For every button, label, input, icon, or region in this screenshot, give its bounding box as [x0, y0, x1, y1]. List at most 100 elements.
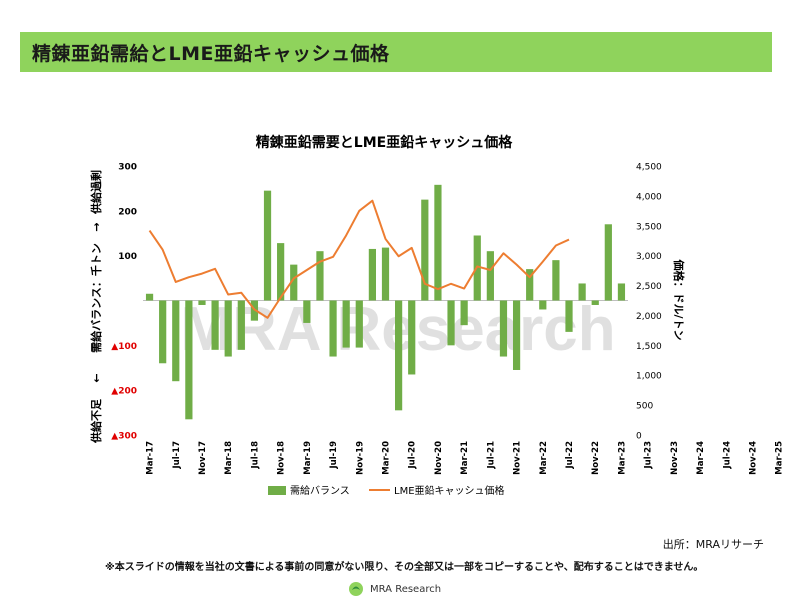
source-text: 出所：MRAリサーチ — [662, 538, 764, 551]
page-title: 精錬亜鉛需給とLME亜鉛キャッシュ価格 — [32, 42, 390, 65]
legend-bar-label: 需給バランス — [290, 484, 350, 497]
balance-bar — [237, 300, 245, 350]
balance-bar — [185, 300, 193, 420]
legend-bar-swatch — [268, 486, 286, 495]
balance-bar — [198, 300, 206, 305]
x-tick-label: Nov-22 — [591, 441, 601, 475]
balance-bar — [421, 199, 429, 301]
balance-bar — [159, 300, 167, 364]
balance-bar — [329, 300, 337, 357]
balance-bar — [303, 300, 311, 323]
left-axis-label-arrow-up: → — [90, 222, 103, 231]
right-axis-ticks: 4,500 4,000 3,500 3,000 2,500 2,000 1,500 1,000… — [636, 163, 662, 442]
price-line — [148, 199, 570, 319]
right-tick-label: 4,000 — [636, 192, 662, 202]
x-tick-label: Jul-20 — [408, 441, 418, 470]
balance-bar — [565, 300, 573, 332]
balance-bar — [355, 300, 363, 348]
balance-bar — [460, 300, 468, 326]
left-tick-label: 200 — [118, 207, 137, 217]
left-tick-label: ▲100 — [111, 342, 137, 352]
x-tick-label: Nov-24 — [749, 441, 759, 475]
mra-logo-icon — [349, 582, 363, 596]
x-tick-label: Jul-21 — [486, 441, 496, 470]
balance-bar — [368, 248, 376, 301]
footer-logo-text: MRA Research — [370, 583, 442, 595]
left-axis-label-top: 供給過剰 — [89, 170, 103, 215]
balance-bar — [263, 190, 272, 301]
x-tick-label: Jul-24 — [722, 441, 732, 470]
left-tick-label: 300 — [118, 163, 137, 173]
balance-bar — [408, 300, 416, 375]
x-axis-ticks: Mar-17 Jul-17 Nov-17 Mar-18 Jul-18 Nov-18 Mar-… — [146, 441, 785, 475]
left-axis-label: 供給不足 ← 需給バランス：千トン → 供給過剰 — [89, 170, 103, 444]
balance-bar — [316, 251, 324, 301]
header-bar: 精錬亜鉛需給とLME亜鉛キャッシュ価格 — [20, 32, 772, 72]
right-tick-label: 2,500 — [636, 282, 662, 292]
x-tick-label: Mar-18 — [224, 441, 234, 475]
x-tick-label: Mar-17 — [146, 441, 156, 475]
right-tick-label: 1,500 — [636, 342, 662, 352]
balance-bar — [145, 293, 154, 301]
balance-bar — [526, 269, 534, 301]
x-tick-label: Jul-23 — [644, 441, 654, 470]
left-axis-label-arrow-down: ← — [90, 373, 103, 382]
x-tick-label: Jul-18 — [250, 441, 260, 470]
x-tick-label: Jul-17 — [172, 441, 182, 470]
right-tick-label: 1,000 — [636, 372, 662, 382]
right-tick-label: 2,000 — [636, 312, 662, 322]
balance-bar — [604, 224, 612, 301]
x-tick-label: Mar-19 — [303, 441, 313, 475]
x-tick-label: Nov-18 — [277, 441, 287, 475]
footer-logo: MRA Research — [348, 580, 441, 598]
x-tick-label: Mar-21 — [460, 441, 470, 475]
x-tick-label: Nov-21 — [513, 441, 523, 475]
balance-bars — [145, 184, 626, 420]
legend-line-label: LME亜鉛キャッシュ価格 — [394, 484, 505, 497]
balance-bar — [552, 260, 560, 301]
balance-bar — [499, 300, 508, 357]
legend: 需給バランス LME亜鉛キャッシュ価格 — [268, 484, 505, 497]
right-axis-label: 価格：ドル/トン — [672, 258, 686, 340]
x-tick-label: Mar-22 — [539, 441, 549, 475]
balance-bar — [447, 300, 455, 346]
x-tick-label: Jul-19 — [329, 441, 339, 470]
balance-bar — [277, 243, 285, 301]
balance-bar — [539, 300, 547, 310]
balance-bar — [591, 300, 599, 305]
x-tick-label: Nov-19 — [355, 441, 365, 475]
right-tick-label: 3,000 — [636, 252, 662, 262]
x-tick-label: Nov-23 — [670, 441, 680, 475]
left-axis-ticks: 300 200 100 ▲100 ▲200 ▲300 — [111, 163, 137, 442]
left-tick-label: 100 — [118, 252, 137, 262]
left-axis-label-bottom: 供給不足 — [89, 398, 103, 444]
balance-bar — [381, 247, 390, 301]
balance-bar — [224, 300, 232, 357]
x-tick-label: Nov-20 — [434, 441, 444, 475]
x-tick-label: Mar-25 — [775, 441, 785, 475]
x-tick-label: Nov-17 — [198, 441, 208, 475]
x-tick-label: Mar-24 — [696, 441, 706, 475]
balance-bar — [486, 251, 494, 301]
right-tick-label: 0 — [636, 432, 642, 442]
chart-title: 精錬亜鉛需要とLME亜鉛キャッシュ価格 — [256, 134, 513, 151]
right-tick-label: 3,500 — [636, 222, 662, 232]
balance-bar — [617, 283, 626, 301]
balance-bar — [395, 300, 403, 411]
right-tick-label: 500 — [636, 402, 653, 412]
balance-bar — [434, 184, 442, 301]
balance-bar — [172, 300, 180, 382]
right-tick-label: 4,500 — [636, 163, 662, 173]
x-tick-label: Mar-20 — [382, 441, 392, 475]
balance-bar — [211, 300, 219, 350]
balance-bar — [290, 264, 298, 301]
x-tick-label: Mar-23 — [617, 441, 627, 475]
left-tick-label: ▲200 — [111, 387, 137, 397]
disclaimer: ※本スライドの情報を当社の文書による事前の同意がない限り、その全部又は一部をコピ… — [105, 562, 704, 573]
balance-bar — [342, 300, 350, 348]
left-axis-label-middle: 需給バランス：千トン — [89, 243, 103, 353]
x-tick-label: Jul-22 — [565, 441, 575, 470]
left-tick-label: ▲300 — [111, 432, 137, 442]
balance-bar — [578, 283, 586, 301]
